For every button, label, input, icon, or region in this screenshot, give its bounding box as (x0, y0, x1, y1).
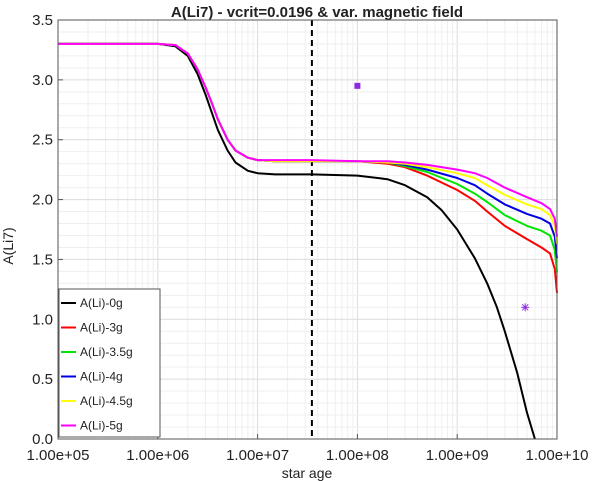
series-group (58, 42, 558, 440)
y-axis-label: A(Li7) (0, 227, 16, 264)
legend-label: A(Li)-0g (80, 296, 123, 310)
legend-label: A(Li)-4g (80, 370, 123, 384)
legend-label: A(Li)-3.5g (80, 345, 133, 359)
legend-box (58, 288, 161, 438)
series-line-0 (58, 42, 536, 440)
x-tick-label: 1.00e+10 (526, 447, 589, 464)
x-tick-label: 1.00e+09 (426, 447, 489, 464)
y-tick-label: 0.5 (32, 371, 53, 388)
y-tick-label: 2.0 (32, 192, 53, 209)
markers-group (354, 82, 530, 312)
chart-title: A(Li7) - vcrit=0.0196 & var. magnetic fi… (171, 4, 463, 21)
y-tick-label: 1.0 (32, 311, 53, 328)
x-tick-label: 1.00e+07 (226, 447, 289, 464)
legend-label: A(Li)-3g (80, 321, 123, 335)
legend: A(Li)-0g A(Li)-3g A(Li)-3.5g A(Li)-4g A(Li)-… (58, 288, 161, 438)
asterisk-marker (521, 303, 530, 312)
y-tick-label: 3.5 (32, 12, 53, 29)
y-tick-label: 2.5 (32, 132, 53, 149)
square-marker (354, 82, 361, 89)
plot-frame (57, 19, 558, 440)
x-tick-label: 1.00e+06 (126, 447, 189, 464)
legend-label: A(Li)-5g (80, 419, 123, 433)
axis-ticks: 1.00e+05 1.00e+06 1.00e+07 1.00e+08 1.00e+09… (27, 12, 589, 464)
legend-label: A(Li)-4.5g (80, 394, 133, 408)
series-line-5 (58, 42, 558, 237)
y-tick-label: 3.0 (32, 72, 53, 89)
x-tick-label: 1.00e+08 (326, 447, 389, 464)
x-tick-label: 1.00e+05 (27, 447, 90, 464)
y-tick-label: 0.0 (32, 431, 53, 448)
asterisk-stroke (521, 303, 529, 311)
grid-lines (58, 20, 557, 439)
y-tick-label: 1.5 (32, 251, 53, 268)
x-axis-label: star age (282, 465, 333, 481)
